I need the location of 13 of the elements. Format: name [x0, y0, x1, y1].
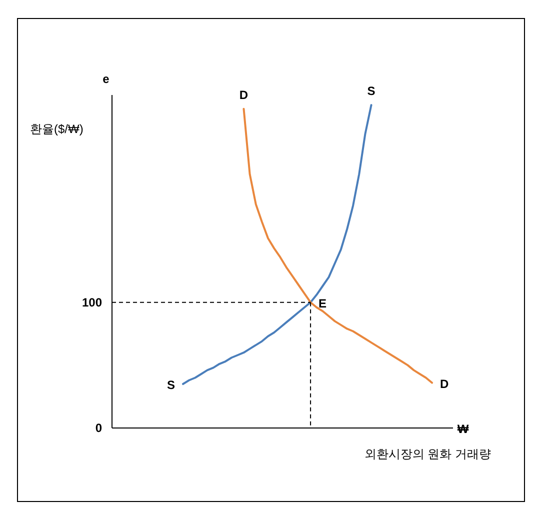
annotation: E: [318, 296, 327, 310]
text: S: [166, 378, 175, 392]
series-label: D: [440, 376, 449, 391]
line-series: [242, 108, 433, 384]
text: 환율($/₩): [30, 122, 84, 136]
text: 외환시장의 원화 거래량: [364, 447, 491, 461]
text: ₩: [457, 422, 470, 436]
series-label: S: [367, 84, 376, 98]
text: D: [239, 88, 248, 102]
y-axis-title: e: [102, 72, 110, 86]
y-tick-label: 0: [95, 421, 102, 435]
y-tick-label: 100: [82, 295, 102, 310]
line-series: [182, 104, 372, 386]
